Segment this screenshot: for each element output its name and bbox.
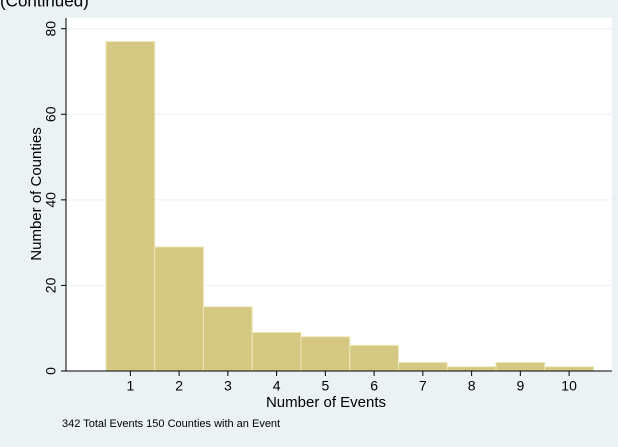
bar xyxy=(154,246,204,372)
bar xyxy=(397,361,448,372)
x-tick-label: 6 xyxy=(370,378,378,394)
bar xyxy=(105,41,156,372)
bar xyxy=(446,366,497,372)
x-tick-label: 10 xyxy=(561,378,577,394)
bar xyxy=(251,331,302,372)
x-tick-label: 5 xyxy=(321,378,329,394)
y-tick-label: 60 xyxy=(43,106,59,122)
x-tick-label: 3 xyxy=(224,378,232,394)
x-tick-label: 2 xyxy=(175,378,183,394)
y-tick-label: 20 xyxy=(43,277,59,293)
x-axis-label: Number of Events xyxy=(266,394,386,411)
bar xyxy=(202,306,253,372)
y-tick-label: 0 xyxy=(43,367,59,375)
x-tick-label: 9 xyxy=(516,378,524,394)
y-tick-label: 40 xyxy=(43,192,59,208)
y-tick-label: 80 xyxy=(43,21,59,37)
x-tick-label: 1 xyxy=(126,378,134,394)
bar xyxy=(544,366,594,372)
bar xyxy=(495,361,546,372)
x-tick-label: 7 xyxy=(419,378,427,394)
bar xyxy=(300,336,351,372)
x-tick-label: 4 xyxy=(273,378,281,394)
bar xyxy=(349,344,399,372)
note: 342 Total Events 150 Counties with an Ev… xyxy=(62,418,280,430)
y-axis-label: Number of Counties xyxy=(28,127,45,260)
chart-title: (Continued) xyxy=(0,0,89,10)
x-tick-label: 8 xyxy=(468,378,476,394)
